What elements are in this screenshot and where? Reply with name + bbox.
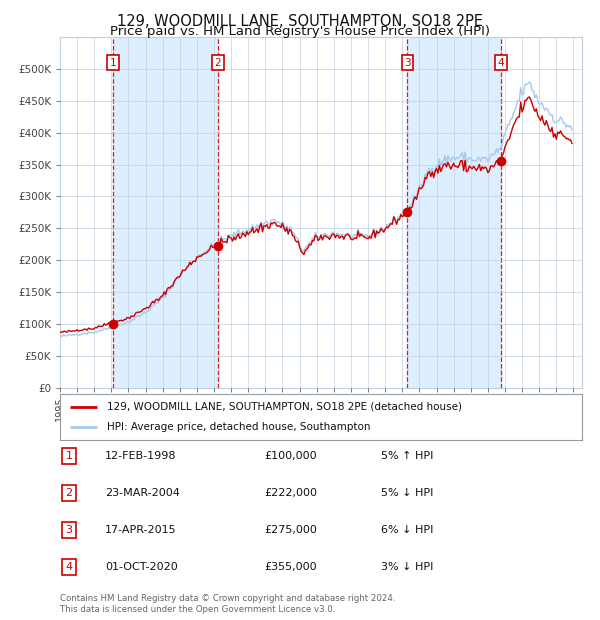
Text: 01-OCT-2020: 01-OCT-2020 — [105, 562, 178, 572]
Text: 2: 2 — [65, 488, 73, 498]
Text: 4: 4 — [497, 58, 504, 68]
Text: 1: 1 — [110, 58, 116, 68]
Text: £355,000: £355,000 — [264, 562, 317, 572]
Text: 1: 1 — [65, 451, 73, 461]
Text: 5% ↓ HPI: 5% ↓ HPI — [381, 488, 433, 498]
Text: 6% ↓ HPI: 6% ↓ HPI — [381, 525, 433, 535]
Text: £222,000: £222,000 — [264, 488, 317, 498]
Text: £275,000: £275,000 — [264, 525, 317, 535]
Text: 3% ↓ HPI: 3% ↓ HPI — [381, 562, 433, 572]
Text: 23-MAR-2004: 23-MAR-2004 — [105, 488, 180, 498]
Text: This data is licensed under the Open Government Licence v3.0.: This data is licensed under the Open Gov… — [60, 604, 335, 614]
Text: Contains HM Land Registry data © Crown copyright and database right 2024.: Contains HM Land Registry data © Crown c… — [60, 593, 395, 603]
Text: 12-FEB-1998: 12-FEB-1998 — [105, 451, 176, 461]
Text: 2: 2 — [215, 58, 221, 68]
Text: £100,000: £100,000 — [264, 451, 317, 461]
Text: 3: 3 — [404, 58, 411, 68]
Bar — [407, 37, 501, 387]
Text: 129, WOODMILL LANE, SOUTHAMPTON, SO18 2PE: 129, WOODMILL LANE, SOUTHAMPTON, SO18 2P… — [117, 14, 483, 29]
Text: HPI: Average price, detached house, Southampton: HPI: Average price, detached house, Sout… — [107, 422, 370, 432]
Text: 17-APR-2015: 17-APR-2015 — [105, 525, 176, 535]
Text: 3: 3 — [65, 525, 73, 535]
Text: 5% ↑ HPI: 5% ↑ HPI — [381, 451, 433, 461]
Bar — [113, 37, 218, 387]
Text: 4: 4 — [65, 562, 73, 572]
Text: Price paid vs. HM Land Registry's House Price Index (HPI): Price paid vs. HM Land Registry's House … — [110, 25, 490, 38]
Text: 129, WOODMILL LANE, SOUTHAMPTON, SO18 2PE (detached house): 129, WOODMILL LANE, SOUTHAMPTON, SO18 2P… — [107, 402, 462, 412]
